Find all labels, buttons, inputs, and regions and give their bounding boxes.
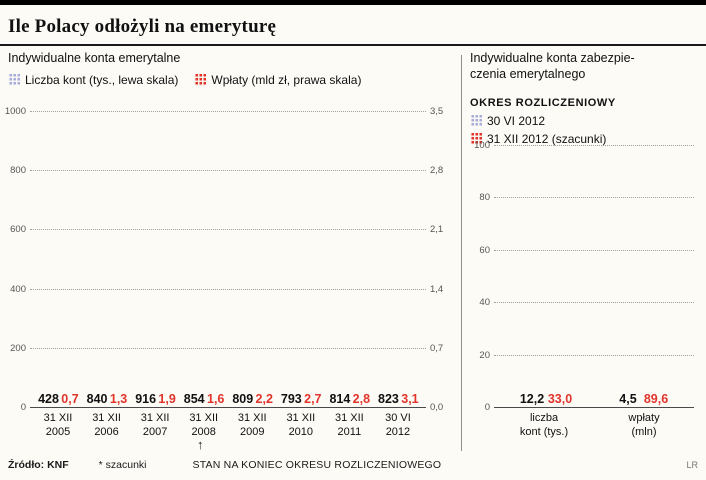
chart-ike: Indywidualne konta emerytalne Liczba kon… <box>5 50 454 454</box>
axis-tick-label: 40 <box>479 297 490 309</box>
axis-tick-label: 400 <box>10 283 26 295</box>
gridline: 200 0,7 <box>10 344 443 353</box>
axis-tick-label: 60 <box>479 244 490 256</box>
axis-tick-label: 3,5 <box>430 106 444 117</box>
gridline: 0 0,0 <box>21 403 444 412</box>
footer-caption: STAN NA KONIEC OKRESU ROZLICZENIOWEGO <box>192 459 442 471</box>
bar-value-label: 916 <box>135 392 157 406</box>
x-axis-labels-ikze: liczba kont (tys.) wpłaty (mln) <box>494 412 694 440</box>
bar-value-label: 840 <box>86 392 108 406</box>
axis-tick-label: 1,4 <box>430 283 444 295</box>
x-category-label: 31 XII 2009 <box>237 412 267 438</box>
axis-tick-label: 200 <box>10 342 26 354</box>
gridline: 40 <box>479 298 694 307</box>
chart-ikze-title-line1: Indywidualne konta zabezpie- <box>470 51 635 65</box>
axis-tick-label: 80 <box>479 192 490 204</box>
legend-title: OKRES ROZLICZENIOWY <box>470 96 616 109</box>
bar-value-label: 814 <box>329 392 351 406</box>
legend-label-30vi2012: 30 VI 2012 <box>487 113 546 128</box>
plot-area-ike: 0 0,0 200 0,7 400 1,4 600 2,1 800 2,8 1000 3,5 428 0,… <box>5 107 444 412</box>
bar-value-label: 2,7 <box>304 392 322 406</box>
bar-value-label: 0,7 <box>61 392 79 406</box>
bar-value-label: 2,8 <box>352 392 371 406</box>
chart-ike-legend: Liczba kont (tys., lewa skala) Wpłaty (m… <box>8 73 454 87</box>
bar-groups: 12,2 33,0 4,5 89,6 <box>494 146 694 408</box>
header: Ile Polacy odłożyli na emeryturę <box>0 5 706 46</box>
gridline: 400 1,4 <box>10 285 443 294</box>
gridline: 800 2,8 <box>10 166 443 175</box>
bar-value-label: 4,5 <box>619 392 637 406</box>
bar-value-label: 823 <box>378 392 399 406</box>
axis-tick-label: 600 <box>10 224 26 236</box>
source-label: Źródło: KNF <box>8 459 69 471</box>
legend-item-30vi2012: 30 VI 2012 <box>470 114 700 128</box>
gridline: 100 <box>474 141 694 150</box>
axis-tick-label: 0 <box>20 402 26 413</box>
bar-value-label: 12,2 <box>519 392 545 406</box>
chart-ikze-legend: 30 VI 2012 31 XII 2012 (szacunki) <box>470 114 700 146</box>
axis-tick-label: 100 <box>474 140 490 151</box>
red-swatch-icon <box>194 74 207 87</box>
bar-value-label: 793 <box>280 392 302 406</box>
x-category-label: 31 XII 2007 <box>140 412 170 438</box>
x-category-label: liczba kont (tys.) <box>519 412 569 438</box>
axis-tick-label: 1000 <box>4 106 26 117</box>
footer: Źródło: KNF * szacunki STAN NA KONIEC OK… <box>8 459 698 471</box>
plot-area-ikze: 0 20 40 60 80 100 12,2 33,0 4,5 89,6 <box>474 141 694 412</box>
bar-value-label: 1,6 <box>206 392 225 406</box>
legend-label-deposits: Wpłaty (mld zł, prawa skala) <box>211 73 362 88</box>
chart-ike-title: Indywidualne konta emerytalne <box>8 51 181 65</box>
legend-item-accounts: Liczba kont (tys., lewa skala) <box>8 73 178 87</box>
x-axis-labels-ike: 31 XII 2005 31 XII 2006 31 XII 2007 31 XII 2008… <box>30 412 426 440</box>
gridline: 0 <box>485 403 694 412</box>
legend-label-31xii2012: 31 XII 2012 (szacunki) <box>487 131 607 146</box>
bar-value-label: 428 <box>38 392 59 406</box>
gridline: 60 <box>479 246 694 255</box>
vertical-divider <box>461 55 462 451</box>
bar-value-label: 1,3 <box>109 392 128 406</box>
gridline: 1000 3,5 <box>5 107 443 116</box>
x-category-label: 30 VI 2012 <box>385 412 411 438</box>
x-category-label: 31 XII 2011 <box>335 412 364 438</box>
gridline: 20 <box>479 351 694 360</box>
chart-ikze: Indywidualne konta zabezpie- czenia emer… <box>470 50 700 454</box>
axis-tick-label: 800 <box>10 165 26 177</box>
footnote-label: * szacunki <box>98 459 147 471</box>
legend-item-deposits: Wpłaty (mld zł, prawa skala) <box>194 73 361 87</box>
legend-item-31xii2012: 31 XII 2012 (szacunki) <box>470 132 700 146</box>
x-category-label: wpłaty (mln) <box>628 412 660 438</box>
bar-value-label: 89,6 <box>643 392 669 406</box>
axis-tick-label: 20 <box>479 349 490 361</box>
chart-ikze-title: Indywidualne konta zabezpie- czenia emer… <box>470 50 700 83</box>
axis-tick-label: 2,8 <box>430 165 444 177</box>
x-category-label: 31 XII 2006 <box>92 412 121 438</box>
bar-value-label: 854 <box>183 392 205 406</box>
page-title: Ile Polacy odłożyli na emeryturę <box>8 16 277 37</box>
bar-value-label: 2,2 <box>255 392 273 406</box>
x-category-label: 31 XII 2005 <box>43 412 73 438</box>
credit-label: LR <box>686 460 698 470</box>
x-category-label: 31 XII 2010 <box>286 412 316 438</box>
red-swatch-icon <box>470 132 482 145</box>
x-category-label: 31 XII 2008 <box>189 412 219 438</box>
gridline: 600 2,1 <box>10 225 443 234</box>
bar-value-label: 3,1 <box>401 392 419 406</box>
axis-tick-label: 0,0 <box>430 402 444 413</box>
blue-swatch-icon <box>8 74 20 87</box>
gridline: 80 <box>479 193 694 202</box>
bar-value-label: 1,9 <box>158 392 176 406</box>
bar-groups: 428 0,7 840 1,3 916 1,9 854 1,6 809 2,2 793 2,7 814 2… <box>30 112 426 408</box>
bar-value-label: 809 <box>232 392 254 406</box>
legend-label-accounts: Liczba kont (tys., lewa skala) <box>25 73 179 88</box>
chart-ikze-title-line2: czenia emerytalnego <box>470 67 586 82</box>
axis-tick-label: 2,1 <box>430 224 444 236</box>
bar-value-label: 33,0 <box>547 392 573 406</box>
axis-tick-label: 0,7 <box>430 342 444 354</box>
up-arrow-icon: ↑ <box>197 437 204 452</box>
axis-tick-label: 0 <box>484 402 490 413</box>
blue-swatch-icon <box>470 114 482 127</box>
top-black-bar <box>0 0 706 5</box>
